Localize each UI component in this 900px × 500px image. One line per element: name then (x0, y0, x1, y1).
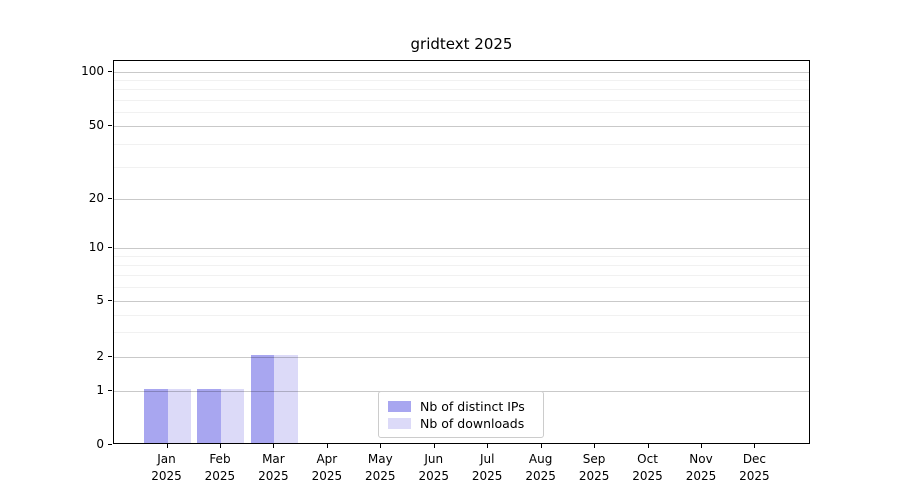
legend-item: Nb of distinct IPs (388, 398, 534, 414)
y-tick-mark (108, 71, 112, 72)
x-tick-year: 2025 (471, 469, 503, 483)
chart-title: gridtext 2025 (410, 35, 513, 53)
y-tick-mark (108, 300, 112, 301)
major-gridline (114, 126, 809, 127)
x-tick-mark (754, 444, 756, 448)
x-tick-month: Feb (209, 452, 231, 466)
bar-distinct-ips (144, 388, 168, 443)
minor-gridline (114, 275, 809, 277)
minor-gridline (114, 331, 809, 333)
x-tick-label: Jun 2025 (402, 451, 466, 485)
x-tick-year: 2025 (739, 469, 770, 483)
y-tick-label: 2 (96, 348, 104, 363)
legend-swatch-distinct-ips (388, 400, 411, 412)
y-tick-mark (108, 247, 112, 248)
legend-swatch-downloads (388, 417, 411, 429)
major-gridline (114, 72, 809, 73)
x-tick-mark (647, 444, 649, 448)
x-tick-month: Oct (637, 452, 658, 466)
minor-gridline (114, 256, 809, 258)
legend: Nb of distinct IPs Nb of downloads (378, 391, 544, 438)
x-tick-label: Aug 2025 (509, 451, 573, 485)
x-tick-month: Jun (424, 452, 444, 466)
x-tick-label: Apr 2025 (295, 451, 359, 485)
minor-gridline (114, 287, 809, 289)
x-tick-month: Aug (528, 452, 553, 466)
major-gridline (114, 248, 809, 249)
x-tick-month: Apr (316, 452, 338, 466)
x-tick-label: Dec 2025 (722, 451, 786, 485)
x-tick-year: 2025 (578, 469, 610, 483)
minor-gridline (114, 143, 809, 145)
x-tick-year: 2025 (525, 469, 556, 483)
x-tick-mark (594, 444, 596, 448)
x-tick-label: Sep 2025 (562, 451, 626, 485)
legend-label: Nb of distinct IPs (420, 398, 525, 414)
x-tick-mark (540, 444, 542, 448)
bar-distinct-ips (197, 388, 221, 443)
x-tick-year: 2025 (204, 469, 236, 483)
x-tick-year: 2025 (258, 469, 289, 483)
major-gridline (114, 301, 809, 302)
y-tick-label: 20 (88, 191, 104, 205)
x-tick-month: Sep (582, 452, 606, 466)
x-tick-mark (433, 444, 435, 448)
x-tick-month: Nov (689, 452, 713, 466)
x-tick-month: Dec (742, 452, 767, 466)
x-tick-label: Nov 2025 (669, 451, 733, 485)
x-tick-year: 2025 (418, 469, 450, 483)
x-tick-mark (273, 444, 275, 448)
minor-gridline (114, 80, 809, 82)
x-tick-mark (701, 444, 702, 448)
y-tick-mark (108, 125, 112, 126)
x-tick-label: Mar 2025 (241, 451, 305, 485)
y-tick-mark (108, 198, 112, 199)
y-tick-label: 10 (88, 240, 104, 254)
y-tick-mark (108, 355, 112, 357)
x-tick-mark (487, 444, 489, 448)
x-tick-label: Jul 2025 (455, 451, 519, 485)
x-tick-label: Jan 2025 (135, 451, 199, 485)
bar-downloads (220, 388, 245, 443)
bar-distinct-ips (250, 354, 275, 443)
x-tick-month: May (367, 452, 393, 466)
y-tick-label: 50 (88, 118, 104, 132)
minor-gridline (114, 166, 809, 168)
x-tick-label: Oct 2025 (616, 451, 680, 485)
x-tick-mark (326, 444, 328, 448)
x-tick-label: May 2025 (348, 451, 412, 485)
minor-gridline (114, 89, 809, 91)
major-gridline (114, 356, 809, 358)
y-tick-label: 5 (96, 293, 104, 307)
plot-area (113, 60, 810, 444)
bar-downloads (274, 354, 298, 443)
x-tick-year: 2025 (365, 469, 396, 483)
x-tick-mark (219, 444, 221, 448)
minor-gridline (114, 111, 809, 113)
x-tick-month: Jul (479, 452, 495, 466)
bar-downloads (167, 388, 191, 443)
x-tick-year: 2025 (685, 469, 717, 483)
y-tick-label: 100 (81, 64, 104, 78)
x-tick-mark (380, 444, 382, 448)
x-tick-year: 2025 (311, 469, 343, 483)
y-tick-mark (108, 443, 112, 445)
minor-gridline (114, 314, 809, 316)
minor-gridline (114, 265, 809, 267)
y-tick-label: 0 (96, 436, 104, 451)
major-gridline (114, 199, 809, 200)
y-tick-label: 1 (96, 382, 104, 397)
minor-gridline (114, 99, 809, 101)
y-tick-mark (108, 389, 112, 391)
x-tick-month: Mar (262, 452, 285, 466)
legend-item: Nb of downloads (388, 415, 534, 431)
x-tick-year: 2025 (151, 469, 182, 483)
x-tick-year: 2025 (632, 469, 663, 483)
x-tick-label: Feb 2025 (188, 451, 252, 485)
x-tick-mark (166, 444, 168, 448)
legend-label: Nb of downloads (420, 415, 525, 431)
x-tick-month: Jan (157, 452, 176, 466)
